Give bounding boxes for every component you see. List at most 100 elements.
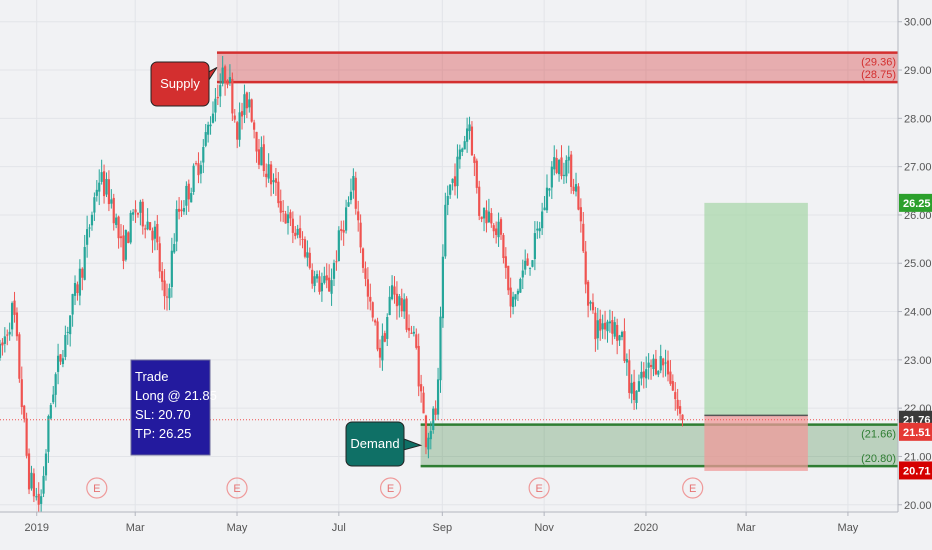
- candle-body: [453, 176, 457, 187]
- candle-body: [487, 211, 490, 223]
- candle-body: [458, 149, 461, 160]
- demand-callout[interactable]: Demand: [345, 421, 423, 467]
- candle-body: [141, 201, 144, 227]
- candle-body: [267, 164, 270, 179]
- candle-body: [374, 320, 377, 323]
- earnings-marker-label: E: [689, 483, 696, 495]
- candle-body: [468, 124, 471, 132]
- candle-body: [427, 437, 430, 450]
- candle-body: [361, 248, 365, 268]
- candle-body: [194, 163, 198, 165]
- candle-body: [572, 186, 575, 192]
- candle-body: [490, 213, 493, 224]
- supply-callout-box: [150, 61, 210, 107]
- candle-body: [173, 243, 176, 253]
- candle-body: [136, 213, 140, 215]
- demand-zone-bottom-label: (20.80): [861, 453, 896, 465]
- candle-body: [628, 360, 631, 393]
- candle-body: [625, 358, 628, 363]
- demand-zone: [420, 424, 898, 467]
- candle-body: [236, 122, 239, 140]
- candle-body: [151, 230, 154, 241]
- candle-body: [303, 239, 307, 257]
- candle-body: [146, 221, 149, 230]
- time-tick-label: Jul: [332, 522, 346, 534]
- candle-body: [676, 399, 679, 409]
- candle-body: [221, 67, 224, 84]
- candle-body: [642, 371, 645, 378]
- candle-body: [577, 186, 580, 210]
- candle-body: [504, 256, 507, 268]
- time-tick-label: May: [838, 522, 859, 534]
- candle-body: [528, 267, 532, 269]
- candle-body: [282, 210, 285, 212]
- candle-body: [633, 381, 636, 401]
- candle-body: [83, 247, 86, 280]
- candle-body: [170, 250, 173, 288]
- supply-zone-bottom-label: (28.75): [861, 69, 896, 81]
- candle-body: [238, 112, 241, 140]
- time-axis[interactable]: 2019 Mar May Jul Sep Nov 2020 Mar May: [0, 511, 932, 550]
- candle-body: [0, 343, 2, 358]
- candle-body: [98, 182, 101, 192]
- candle-body: [61, 358, 65, 365]
- profit-zone: [704, 202, 808, 416]
- candle-body: [432, 408, 435, 431]
- trade-note-line: Trade: [135, 369, 168, 384]
- candle-body: [335, 261, 338, 263]
- candle-body: [255, 131, 258, 152]
- candle-body: [168, 288, 171, 299]
- candle-body: [25, 418, 28, 456]
- candle-body: [163, 280, 166, 297]
- candle-body: [18, 334, 21, 379]
- candle-body: [446, 195, 449, 205]
- candle-body: [371, 302, 374, 318]
- candle-body: [603, 322, 607, 330]
- candle-body: [330, 280, 333, 294]
- time-tick-label: May: [227, 522, 248, 534]
- candle-body: [289, 212, 292, 219]
- price-label: 20.71: [903, 465, 931, 477]
- candle-body: [511, 296, 515, 308]
- candle-body: [153, 226, 156, 239]
- candle-body: [436, 379, 440, 415]
- candle-body: [102, 171, 106, 197]
- price-tick-label: 30.00: [904, 17, 932, 29]
- candle-body: [165, 296, 169, 298]
- candle-body: [407, 327, 411, 331]
- price-tick-label: 25.00: [904, 258, 932, 270]
- candle-body: [37, 493, 40, 505]
- candle-body: [187, 183, 190, 200]
- candle-body: [545, 187, 549, 211]
- supply-callout[interactable]: Supply: [150, 61, 218, 107]
- candle-body: [449, 184, 452, 195]
- candle-body: [78, 268, 81, 296]
- candle-body: [548, 188, 551, 191]
- candle-body: [177, 208, 181, 212]
- candle-body: [369, 296, 372, 302]
- price-axis[interactable]: 20.0021.0022.0023.0024.0025.0026.0027.00…: [897, 0, 932, 550]
- candle-body: [95, 189, 98, 196]
- candle-body: [582, 223, 585, 252]
- long-position-tool[interactable]: [704, 202, 808, 471]
- trade-note-line: Long @ 21.85: [135, 388, 217, 403]
- candle-body: [398, 296, 401, 306]
- candle-body: [495, 228, 498, 236]
- candle-body: [562, 174, 566, 176]
- supply-zone: [216, 52, 899, 83]
- candle-body: [647, 362, 650, 368]
- candle-body: [475, 160, 478, 188]
- candles-layer: [0, 55, 684, 514]
- candle-body: [623, 331, 626, 361]
- candle-body: [352, 176, 355, 191]
- candle-body: [587, 281, 590, 306]
- candle-body: [190, 193, 193, 203]
- candle-body: [337, 230, 340, 262]
- trade-note[interactable]: Trade Long @ 21.85 SL: 20.70 TP: 26.25: [130, 359, 217, 456]
- candle-body: [606, 321, 609, 332]
- trade-note-line: TP: 26.25: [135, 426, 191, 441]
- candle-body: [296, 228, 299, 235]
- candle-body: [434, 408, 437, 415]
- candle-body: [403, 299, 406, 312]
